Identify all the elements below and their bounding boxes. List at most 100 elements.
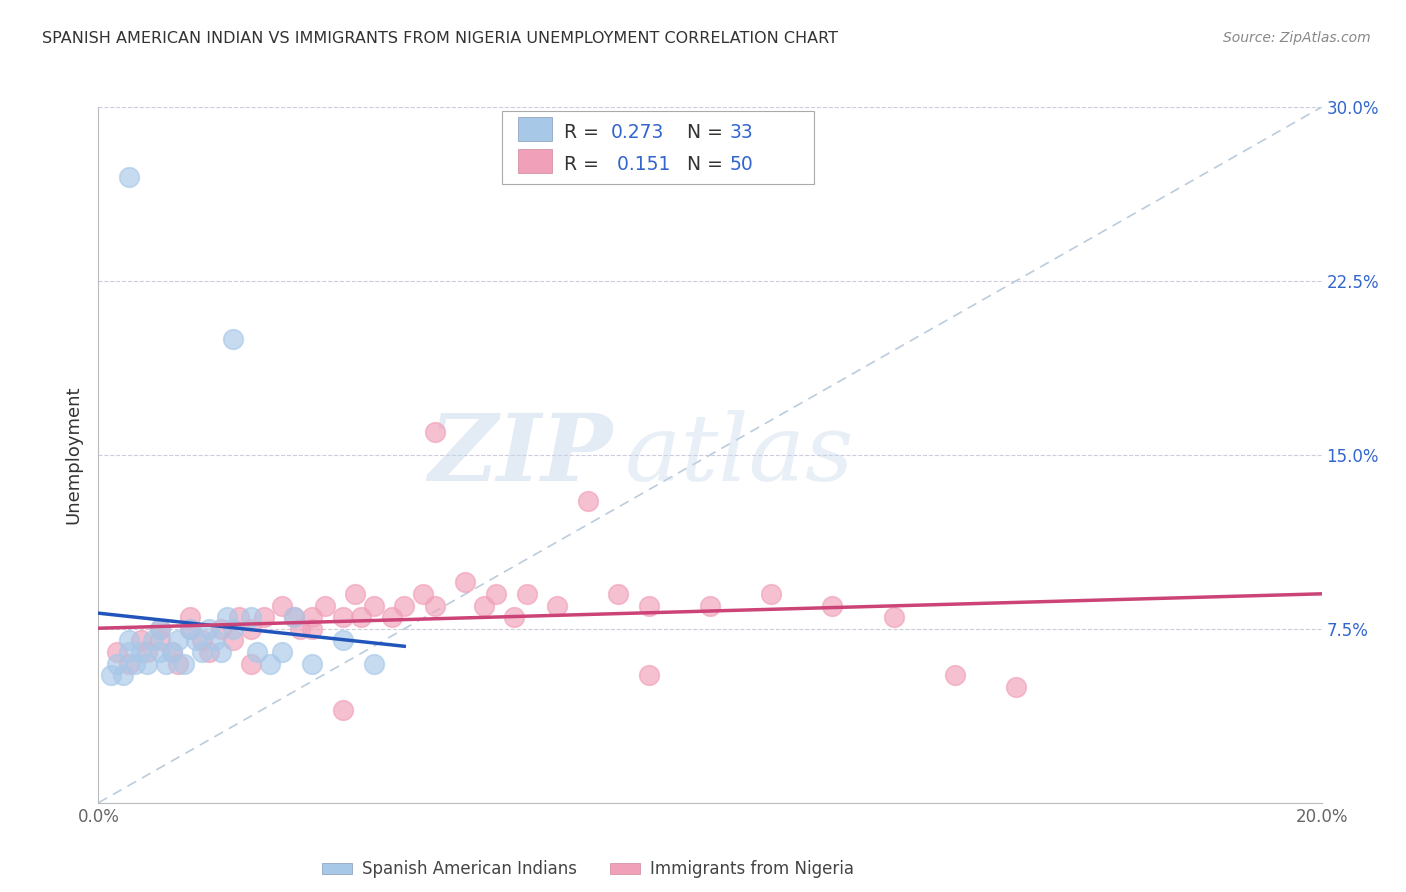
Point	[883, 610, 905, 624]
Point	[423, 425, 446, 439]
Text: R =: R =	[564, 123, 606, 143]
Point	[246, 645, 269, 659]
Point	[179, 622, 201, 636]
FancyBboxPatch shape	[517, 117, 553, 141]
Point	[332, 633, 354, 648]
Point	[546, 599, 568, 613]
Point	[363, 599, 385, 613]
Point	[204, 633, 226, 648]
Point	[191, 633, 214, 648]
Point	[259, 657, 281, 671]
Point	[290, 622, 312, 636]
Point	[301, 610, 323, 624]
Point	[118, 633, 141, 648]
Point	[301, 622, 323, 636]
Text: Source: ZipAtlas.com: Source: ZipAtlas.com	[1223, 31, 1371, 45]
Text: N =: N =	[675, 155, 728, 174]
Point	[186, 633, 208, 648]
Point	[228, 610, 250, 624]
Point	[197, 622, 219, 636]
FancyBboxPatch shape	[517, 149, 553, 173]
Text: atlas: atlas	[624, 410, 853, 500]
Point	[149, 622, 172, 636]
Text: 50: 50	[730, 155, 754, 174]
Point	[160, 645, 183, 659]
Point	[240, 610, 263, 624]
Point	[472, 599, 495, 613]
Text: 0.273: 0.273	[612, 123, 664, 143]
Point	[332, 703, 354, 717]
FancyBboxPatch shape	[502, 111, 814, 184]
Point	[142, 633, 165, 648]
Point	[136, 645, 159, 659]
Point	[136, 657, 159, 671]
Point	[155, 657, 177, 671]
Point	[209, 622, 232, 636]
Point	[160, 645, 183, 659]
Point	[118, 169, 141, 184]
Point	[118, 657, 141, 671]
Point	[149, 645, 172, 659]
Point	[301, 657, 323, 671]
Point	[167, 657, 190, 671]
Point	[179, 622, 201, 636]
Point	[485, 587, 508, 601]
Point	[222, 622, 245, 636]
Y-axis label: Unemployment: Unemployment	[65, 385, 83, 524]
Point	[332, 610, 354, 624]
Point	[350, 610, 373, 624]
Text: R =: R =	[564, 155, 606, 174]
Point	[283, 610, 305, 624]
Point	[759, 587, 782, 601]
Point	[118, 645, 141, 659]
Point	[943, 668, 966, 682]
Point	[314, 599, 336, 613]
Point	[412, 587, 434, 601]
Point	[124, 657, 146, 671]
Point	[283, 610, 305, 624]
Point	[516, 587, 538, 601]
Point	[576, 494, 599, 508]
Point	[105, 657, 128, 671]
Text: 0.151: 0.151	[612, 155, 671, 174]
Point	[100, 668, 122, 682]
Point	[1004, 680, 1026, 694]
Point	[149, 622, 172, 636]
Point	[821, 599, 844, 613]
Point	[252, 610, 274, 624]
Point	[344, 587, 367, 601]
Text: ZIP: ZIP	[427, 410, 612, 500]
Point	[637, 599, 661, 613]
Point	[191, 645, 214, 659]
Point	[111, 668, 134, 682]
Point	[179, 610, 201, 624]
Point	[423, 599, 446, 613]
Point	[197, 645, 219, 659]
Point	[173, 657, 195, 671]
Point	[363, 657, 385, 671]
Text: N =: N =	[675, 123, 728, 143]
Legend: Spanish American Indians, Immigrants from Nigeria: Spanish American Indians, Immigrants fro…	[315, 854, 860, 885]
Point	[392, 599, 416, 613]
Point	[215, 610, 238, 624]
Point	[270, 599, 292, 613]
Point	[129, 645, 152, 659]
Point	[454, 575, 477, 590]
Point	[381, 610, 404, 624]
Point	[699, 599, 721, 613]
Point	[222, 633, 245, 648]
Point	[105, 645, 128, 659]
Point	[240, 622, 263, 636]
Point	[167, 633, 190, 648]
Text: 33: 33	[730, 123, 754, 143]
Text: SPANISH AMERICAN INDIAN VS IMMIGRANTS FROM NIGERIA UNEMPLOYMENT CORRELATION CHAR: SPANISH AMERICAN INDIAN VS IMMIGRANTS FR…	[42, 31, 838, 46]
Point	[637, 668, 661, 682]
Point	[607, 587, 630, 601]
Point	[270, 645, 292, 659]
Point	[209, 645, 232, 659]
Point	[240, 657, 263, 671]
Point	[129, 633, 152, 648]
Point	[222, 332, 245, 346]
Point	[503, 610, 526, 624]
Point	[149, 633, 172, 648]
